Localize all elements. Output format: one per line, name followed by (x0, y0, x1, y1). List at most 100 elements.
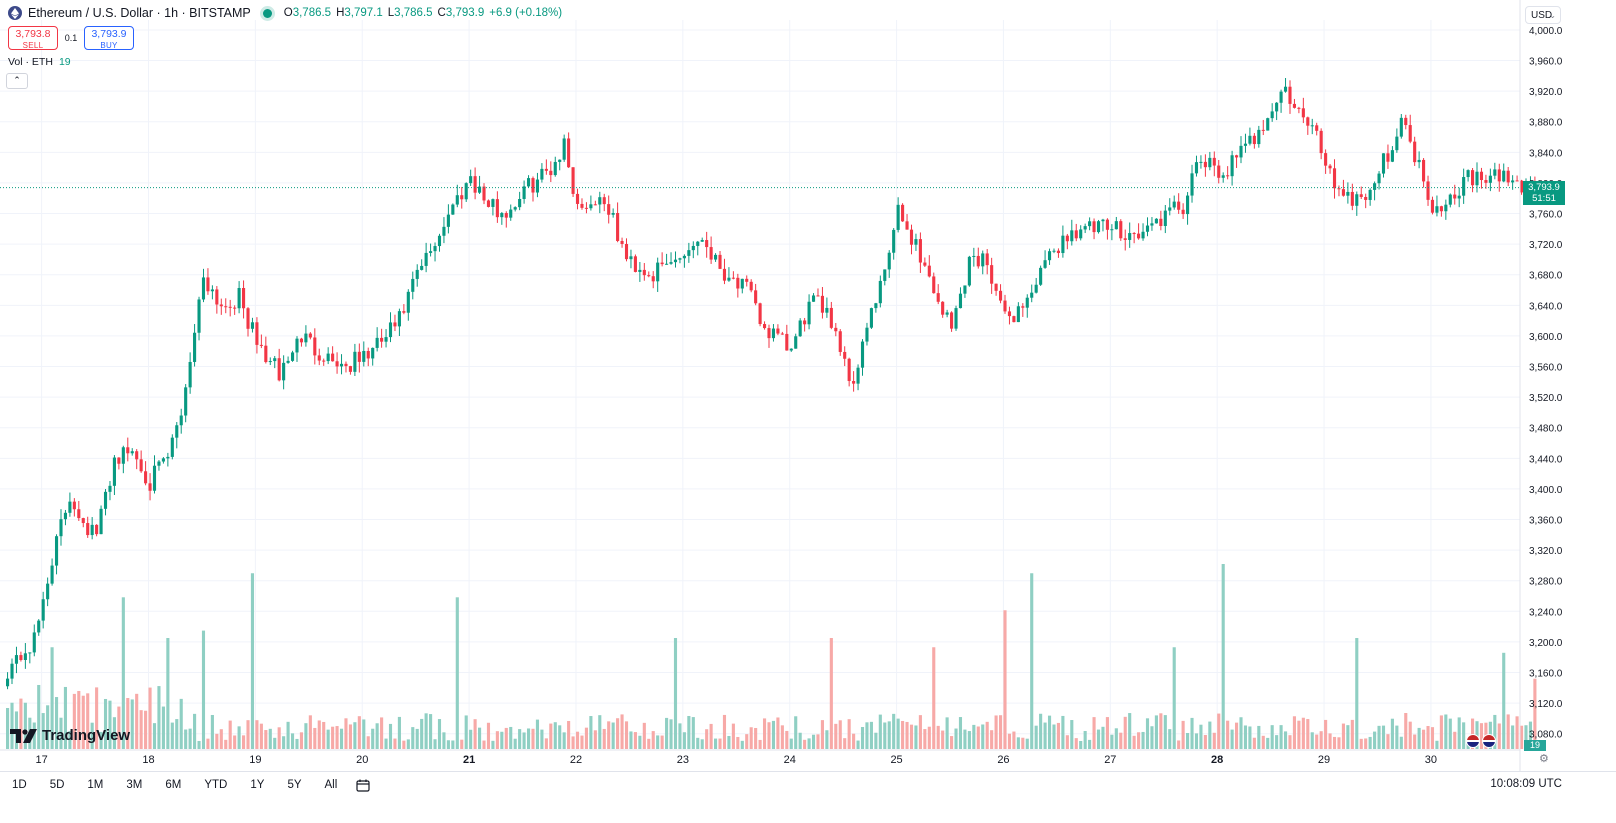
volume-bar (1386, 734, 1390, 749)
volume-bar (344, 718, 348, 749)
volume-bar (152, 723, 157, 749)
volume-bar (762, 718, 767, 749)
candle-body (562, 138, 566, 160)
volume-bar (339, 728, 344, 749)
symbol-title[interactable]: Ethereum / U.S. Dollar · 1h · BITSTAMP (28, 6, 251, 20)
volume-bar (1030, 573, 1034, 749)
volume-bar (1519, 725, 1524, 749)
candle-body (1315, 125, 1319, 131)
candle-body (958, 293, 963, 309)
time-axis: 17 18 19 20 21 22 23 24 25 26 27 28 29 30 (0, 749, 1520, 766)
currency-selector[interactable]: USD ⌄ (1525, 6, 1561, 24)
volume-bar (135, 693, 139, 749)
volume-bar (282, 736, 286, 749)
volume-bar (1315, 734, 1319, 749)
candle-body (1226, 175, 1230, 177)
volume-bar (1283, 731, 1288, 749)
range-3m-button[interactable]: 3M (126, 779, 143, 791)
candle-body (1217, 165, 1221, 178)
date-tick-label: 24 (784, 754, 796, 766)
range-5d-button[interactable]: 5D (49, 779, 65, 791)
volume-bar (237, 726, 241, 749)
volume-bar (531, 728, 535, 749)
candle-body (963, 285, 967, 294)
range-ytd-button[interactable]: YTD (204, 779, 228, 791)
volume-bar (816, 734, 820, 749)
candle-body (642, 269, 646, 276)
range-6m-button[interactable]: 6M (165, 779, 182, 791)
volume-bar (1506, 714, 1510, 749)
volume-bar (901, 720, 905, 749)
volume-bar (126, 698, 130, 749)
utc-clock[interactable]: 10:08:09 UTC (1490, 778, 1562, 790)
sell-button[interactable]: 3,793.8 SELL (8, 26, 58, 50)
candle-body (1341, 189, 1345, 196)
range-1d-button[interactable]: 1D (12, 779, 27, 791)
candle-body (317, 355, 321, 361)
candle-body (1212, 157, 1216, 166)
volume-bar (455, 597, 459, 749)
candle-body (762, 324, 767, 329)
volume-bar (193, 713, 197, 749)
volume-bar (308, 715, 312, 749)
candle-body (1190, 173, 1194, 196)
candle-body (437, 235, 442, 247)
candle-body (1003, 300, 1007, 312)
volume-bar (1533, 678, 1537, 749)
candle-body (108, 485, 112, 492)
volume-bar (803, 739, 807, 749)
candle-body (678, 258, 682, 260)
candle-body (518, 198, 522, 208)
candle-body (776, 328, 780, 334)
candle-body (469, 176, 473, 184)
candle-body (705, 240, 709, 248)
gear-icon[interactable]: ⚙ (1539, 753, 1549, 765)
volume-bar (691, 717, 695, 749)
candle-body (749, 281, 753, 291)
candle-body (843, 351, 847, 359)
volume-bar (491, 740, 495, 749)
candle-body (936, 293, 940, 302)
volume-bar (1332, 736, 1337, 749)
volume-bar (86, 693, 90, 749)
chevron-up-icon[interactable]: ⌃ (6, 73, 28, 89)
volume-bar (420, 718, 424, 749)
candle-body (1177, 201, 1181, 210)
candle-body (932, 276, 936, 294)
event-markers[interactable] (1466, 734, 1496, 748)
range-5y-button[interactable]: 5Y (287, 779, 302, 791)
range-1m-button[interactable]: 1M (87, 779, 104, 791)
volume-bar (1221, 564, 1225, 749)
candle-body (1119, 221, 1123, 239)
volume-bar (1168, 729, 1172, 749)
volume-bar (157, 686, 161, 749)
candle-body (86, 523, 90, 536)
range-all-button[interactable]: All (324, 779, 338, 791)
price-tick-label: 3,600.0 (1529, 332, 1563, 343)
volume-bar (593, 730, 597, 749)
range-1y-button[interactable]: 1Y (250, 779, 265, 791)
candle-body (299, 338, 304, 343)
volume-legend[interactable]: Vol · ETH 19 (8, 56, 71, 68)
volume-bar (424, 713, 428, 749)
volume-bar (535, 719, 540, 749)
volume-bar (210, 714, 214, 749)
price-tick-label: 3,200.0 (1529, 638, 1563, 649)
volume-bar (264, 730, 268, 749)
tradingview-logo[interactable]: TradingView (10, 727, 130, 744)
volume-bar (967, 731, 971, 749)
volume-bar (1003, 610, 1007, 749)
volume-bar (771, 720, 776, 749)
buy-button[interactable]: 3,793.9 BUY (84, 26, 134, 50)
candle-body (651, 276, 655, 282)
volume-bars (6, 564, 1537, 749)
candle-body (380, 337, 384, 342)
volume-bar (963, 729, 967, 749)
calendar-icon[interactable] (356, 779, 370, 792)
candle-body (250, 322, 255, 329)
volume-bar (366, 736, 370, 749)
volume-bar (504, 727, 508, 749)
volume-bar (820, 720, 824, 749)
volume-bar (224, 739, 228, 749)
